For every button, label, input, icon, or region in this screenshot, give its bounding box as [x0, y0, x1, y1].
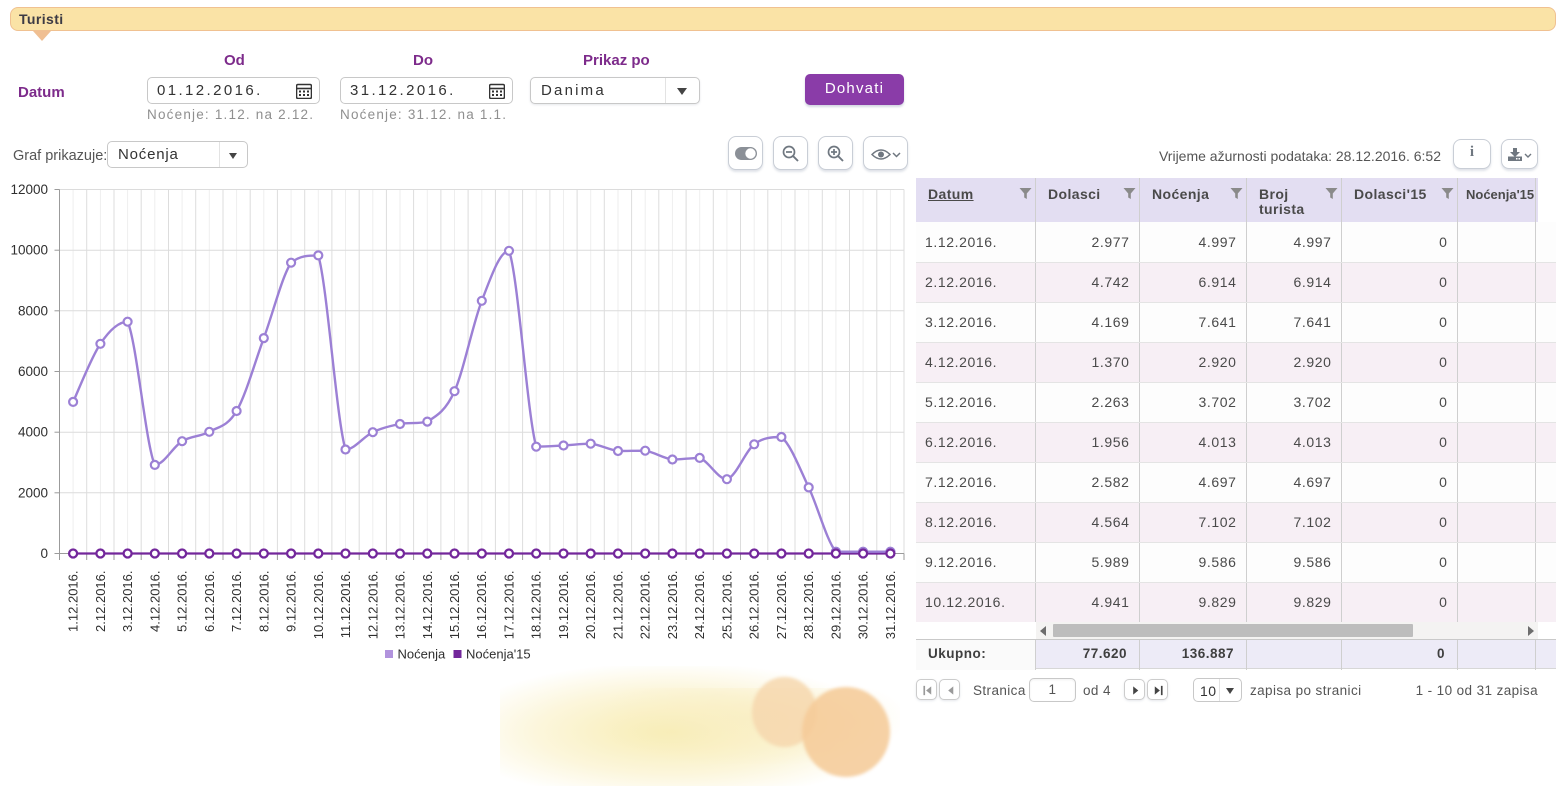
svg-text:4.12.2016.: 4.12.2016. — [147, 571, 162, 632]
svg-text:14.12.2016.: 14.12.2016. — [420, 571, 435, 640]
svg-text:Noćenja'15: Noćenja'15 — [466, 647, 531, 662]
svg-text:20.12.2016.: 20.12.2016. — [583, 571, 598, 640]
svg-text:23.12.2016.: 23.12.2016. — [665, 571, 680, 640]
svg-text:29.12.2016.: 29.12.2016. — [828, 571, 843, 640]
svg-text:15.12.2016.: 15.12.2016. — [447, 571, 462, 640]
svg-text:26.12.2016.: 26.12.2016. — [747, 571, 762, 640]
svg-text:10.12.2016.: 10.12.2016. — [311, 571, 326, 640]
svg-text:10000: 10000 — [10, 243, 48, 258]
svg-text:27.12.2016.: 27.12.2016. — [774, 571, 789, 640]
svg-text:19.12.2016.: 19.12.2016. — [556, 571, 571, 640]
svg-text:21.12.2016.: 21.12.2016. — [611, 571, 626, 640]
svg-text:1.12.2016.: 1.12.2016. — [66, 571, 81, 632]
svg-text:25.12.2016.: 25.12.2016. — [719, 571, 734, 640]
svg-text:12000: 12000 — [10, 182, 48, 197]
svg-text:12.12.2016.: 12.12.2016. — [365, 571, 380, 640]
svg-text:8000: 8000 — [18, 303, 48, 318]
svg-text:28.12.2016.: 28.12.2016. — [801, 571, 816, 640]
svg-text:30.12.2016.: 30.12.2016. — [856, 571, 871, 640]
svg-text:2000: 2000 — [18, 485, 48, 500]
svg-text:0: 0 — [40, 546, 48, 561]
svg-text:2.12.2016.: 2.12.2016. — [93, 571, 108, 632]
svg-text:24.12.2016.: 24.12.2016. — [692, 571, 707, 640]
svg-text:11.12.2016.: 11.12.2016. — [338, 571, 353, 639]
svg-text:18.12.2016.: 18.12.2016. — [529, 571, 544, 640]
svg-text:6000: 6000 — [18, 364, 48, 379]
svg-text:31.12.2016.: 31.12.2016. — [883, 571, 898, 640]
svg-text:13.12.2016.: 13.12.2016. — [393, 571, 408, 640]
svg-text:8.12.2016.: 8.12.2016. — [256, 571, 271, 632]
svg-text:16.12.2016.: 16.12.2016. — [474, 571, 489, 640]
svg-text:4000: 4000 — [18, 425, 48, 440]
svg-text:5.12.2016.: 5.12.2016. — [175, 571, 190, 632]
svg-text:6.12.2016.: 6.12.2016. — [202, 571, 217, 632]
svg-text:3.12.2016.: 3.12.2016. — [120, 571, 135, 632]
svg-text:Noćenja: Noćenja — [398, 647, 446, 662]
svg-text:22.12.2016.: 22.12.2016. — [638, 571, 653, 640]
svg-text:17.12.2016.: 17.12.2016. — [502, 571, 517, 640]
svg-text:9.12.2016.: 9.12.2016. — [284, 571, 299, 632]
svg-text:7.12.2016.: 7.12.2016. — [229, 571, 244, 632]
